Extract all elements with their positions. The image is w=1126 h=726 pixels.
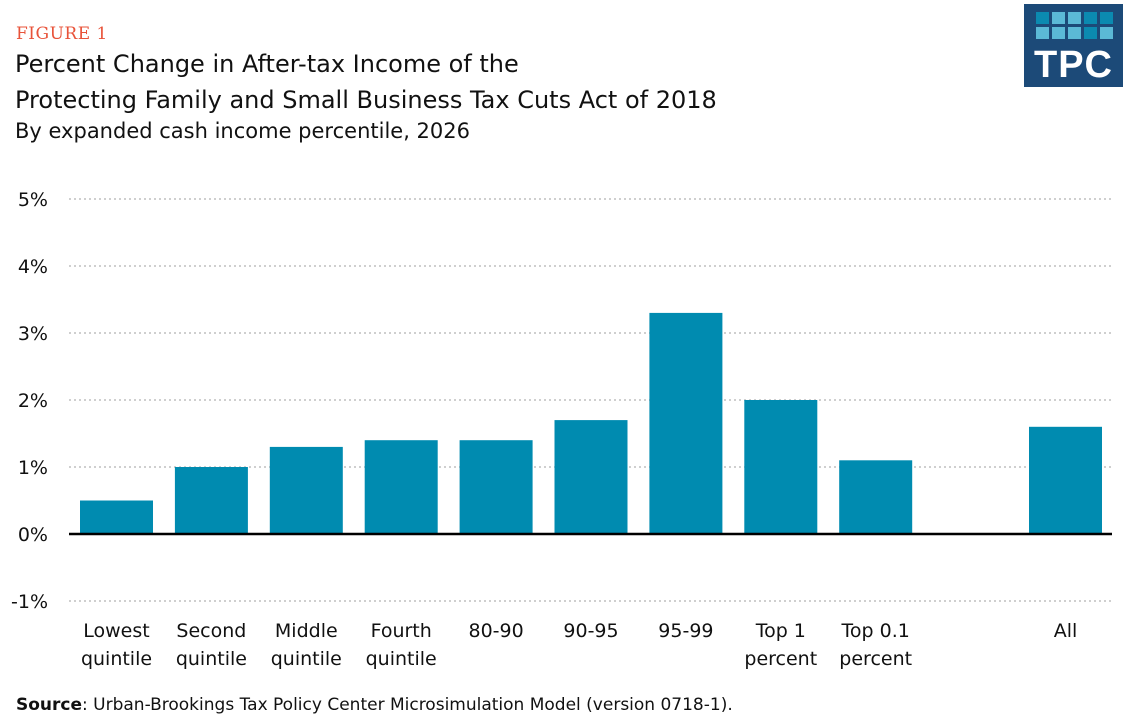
bar xyxy=(269,446,343,534)
x-tick-label: quintile xyxy=(271,648,342,670)
logo-square xyxy=(1100,12,1113,24)
x-tick-label: 90-95 xyxy=(563,620,618,642)
figure-label: FIGURE 1 xyxy=(16,24,108,44)
bar xyxy=(364,440,438,534)
bar xyxy=(80,500,153,534)
bar xyxy=(649,312,723,534)
chart-title-line-1: Percent Change in After-tax Income of th… xyxy=(15,50,519,78)
x-tick-label: quintile xyxy=(176,648,247,670)
x-tick-label: Lowest xyxy=(83,620,149,642)
logo-square xyxy=(1036,27,1049,39)
logo-square xyxy=(1100,27,1113,39)
chart-subtitle: By expanded cash income percentile, 2026 xyxy=(15,119,470,143)
logo-text: TPC xyxy=(1034,44,1113,86)
logo-square xyxy=(1052,27,1065,39)
y-tick-label: 3% xyxy=(18,323,48,345)
bar xyxy=(839,460,913,534)
y-tick-label: 1% xyxy=(18,457,48,479)
y-tick-label: -1% xyxy=(11,591,48,613)
x-tick-label: Second xyxy=(176,620,246,642)
x-tick-label: Fourth xyxy=(371,620,432,642)
bar xyxy=(1029,426,1102,534)
source-label: Source xyxy=(16,695,83,715)
logo-square xyxy=(1084,27,1097,39)
y-tick-label: 5% xyxy=(18,189,48,211)
tpc-logo: TPC xyxy=(1024,4,1123,87)
bar xyxy=(459,440,533,534)
y-tick-label: 2% xyxy=(18,390,48,412)
y-tick-label: 4% xyxy=(18,256,48,278)
source-note: Source: Urban-Brookings Tax Policy Cente… xyxy=(16,695,733,715)
x-tick-label: Middle xyxy=(275,620,338,642)
x-tick-label: percent xyxy=(744,648,817,670)
x-tick-label: percent xyxy=(839,648,912,670)
bar xyxy=(174,467,248,534)
x-tick-label: 95-99 xyxy=(658,620,713,642)
x-tick-label: All xyxy=(1054,620,1078,642)
x-tick-label: Top 0.1 xyxy=(841,620,910,642)
logo-square xyxy=(1068,27,1081,39)
bar xyxy=(554,420,628,534)
x-tick-label: Top 1 xyxy=(755,620,806,642)
source-text: : Urban-Brookings Tax Policy Center Micr… xyxy=(82,695,733,715)
logo-square xyxy=(1036,12,1049,24)
x-tick-label: 80-90 xyxy=(468,620,523,642)
x-tick-label: quintile xyxy=(81,648,152,670)
logo-square xyxy=(1052,12,1065,24)
x-tick-label: quintile xyxy=(366,648,437,670)
chart-title-line-2: Protecting Family and Small Business Tax… xyxy=(15,86,717,114)
bar xyxy=(744,400,818,534)
y-tick-label: 0% xyxy=(18,524,48,546)
logo-square xyxy=(1084,12,1097,24)
logo-square xyxy=(1068,12,1081,24)
